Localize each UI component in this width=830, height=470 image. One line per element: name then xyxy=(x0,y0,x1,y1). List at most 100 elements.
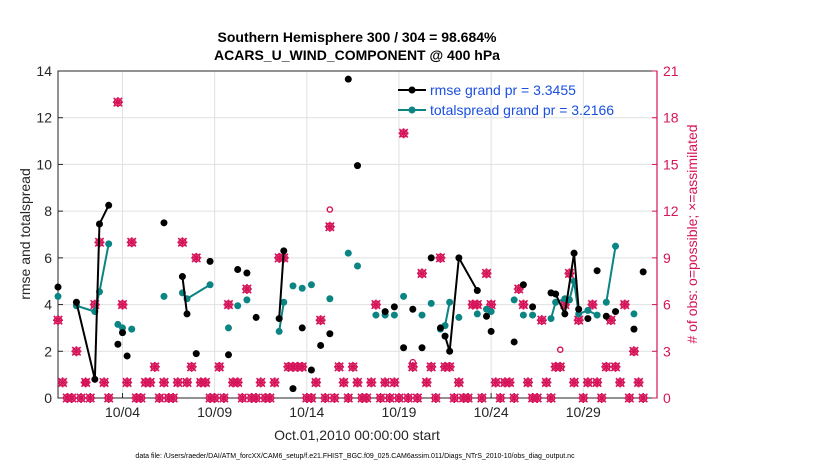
spread-line xyxy=(605,246,617,303)
legend: rmse grand pr = 3.3455 totalspread grand… xyxy=(398,82,614,118)
rmse-point xyxy=(289,385,297,393)
y-axis-right-label: # of obs: o=possible; ×=assimilated xyxy=(684,124,700,343)
obs-assimilated-point xyxy=(615,377,626,388)
spread-point xyxy=(344,249,352,257)
obs-assimilated-point xyxy=(486,299,497,310)
obs-assimilated-point xyxy=(334,361,345,372)
y-left-tick-label: 0 xyxy=(44,390,52,406)
obs-assimilated-point xyxy=(71,346,82,357)
obs-assimilated-point xyxy=(117,299,128,310)
rmse-point xyxy=(280,247,288,255)
obs-assimilated-point xyxy=(145,377,156,388)
rmse-point xyxy=(95,220,103,228)
y-right-tick-label: 21 xyxy=(663,63,679,79)
obs-assimilated-point xyxy=(518,299,529,310)
obs-assimilated-point xyxy=(218,393,229,403)
obs-assimilated-point xyxy=(89,299,100,310)
obs-assimilated-point xyxy=(186,361,197,372)
rmse-line xyxy=(278,250,285,319)
legend-spread-label: totalspread grand pr = 3.2166 xyxy=(430,102,614,118)
y-left-tick-label: 10 xyxy=(36,156,52,172)
rmse-point xyxy=(114,340,122,348)
obs-assimilated-point xyxy=(449,393,460,403)
obs-assimilated-point xyxy=(546,393,557,403)
chart-subtitle: ACARS_U_WIND_COMPONENT @ 400 hPa xyxy=(214,47,500,63)
rmse-point xyxy=(326,330,334,338)
obs-possible-point xyxy=(82,379,89,386)
obs-assimilated-point xyxy=(200,377,211,388)
y-left-tick-label: 6 xyxy=(44,250,52,266)
obs-assimilated-point xyxy=(241,284,252,294)
spread-point xyxy=(275,327,283,335)
rmse-point xyxy=(317,341,325,349)
rmse-point xyxy=(298,324,306,332)
obs-assimilated-point xyxy=(311,377,322,388)
obs-assimilated-point xyxy=(564,268,575,279)
rmse-point xyxy=(441,332,449,340)
spread-point xyxy=(455,313,463,321)
obs-assimilated-point xyxy=(251,393,262,403)
obs-assimilated-point xyxy=(582,377,593,388)
rmse-point xyxy=(473,287,481,295)
obs-assimilated-point xyxy=(209,393,220,403)
x-tick-label: 10/19 xyxy=(381,404,416,420)
obs-assimilated-point xyxy=(421,377,432,388)
rmse-point xyxy=(54,283,62,291)
x-tick-label: 10/24 xyxy=(474,404,509,420)
rmse-point xyxy=(519,281,527,289)
x-tick-label: 10/29 xyxy=(566,404,601,420)
spread-point xyxy=(307,281,315,289)
obs-assimilated-point xyxy=(76,393,87,403)
obs-assimilated-point xyxy=(393,393,404,403)
spread-point xyxy=(105,240,113,248)
rmse-series xyxy=(54,75,647,393)
obs-assimilated-point xyxy=(324,221,335,232)
rmse-point xyxy=(354,162,361,170)
y-right-tick-label: 9 xyxy=(663,250,671,266)
obs-assimilated-point xyxy=(122,377,133,388)
rmse-point xyxy=(436,324,444,332)
obs-assimilated-point xyxy=(126,237,137,248)
rmse-point xyxy=(123,352,131,360)
obs-assimilated-point xyxy=(633,377,644,388)
obs-assimilated-point xyxy=(375,393,386,403)
rmse-point xyxy=(224,351,232,359)
rmse-point xyxy=(307,366,315,374)
rmse-point xyxy=(160,219,168,227)
obs-assimilated-point xyxy=(384,393,395,403)
obs-assimilated-point xyxy=(513,284,524,294)
rmse-point xyxy=(575,305,583,313)
spread-point xyxy=(446,298,454,306)
y-axis-left-label: rmse and totalspread xyxy=(17,168,33,300)
rmse-point xyxy=(243,269,251,277)
obs-assimilated-point xyxy=(481,268,492,279)
rmse-point xyxy=(400,344,408,352)
obs-assimilated-point xyxy=(320,393,331,403)
rmse-line xyxy=(181,276,189,315)
obs-assimilated-point xyxy=(149,361,160,372)
rmse-point xyxy=(483,312,491,320)
obs-assimilated-point xyxy=(53,315,63,326)
obs-assimilated-point xyxy=(269,377,280,388)
spread-point xyxy=(234,302,242,310)
obs-assimilated-point xyxy=(605,315,616,326)
obs-assimilated-point xyxy=(435,252,446,263)
obs-assimilated-point xyxy=(638,393,649,403)
x-tick-label: 10/14 xyxy=(289,404,324,420)
spread-point xyxy=(487,308,495,316)
rmse-line xyxy=(75,204,110,380)
obs-assimilated-point xyxy=(389,377,400,388)
obs-assimilated-point xyxy=(587,299,598,310)
y-right-tick-label: 0 xyxy=(663,390,671,406)
obs-assimilated-point xyxy=(472,299,483,310)
obs-assimilated-point xyxy=(177,237,188,248)
obs-assimilated-point xyxy=(624,393,635,403)
obs-assimilated-point xyxy=(596,393,607,403)
data-file-footer: data file: /Users/raeder/DAI/ATM_forcXX/… xyxy=(135,453,575,460)
spread-point xyxy=(206,281,214,289)
obs-assimilated-point xyxy=(541,377,552,388)
spread-point xyxy=(630,310,638,318)
obs-assimilated-point xyxy=(463,393,474,403)
rmse-point xyxy=(593,267,601,275)
